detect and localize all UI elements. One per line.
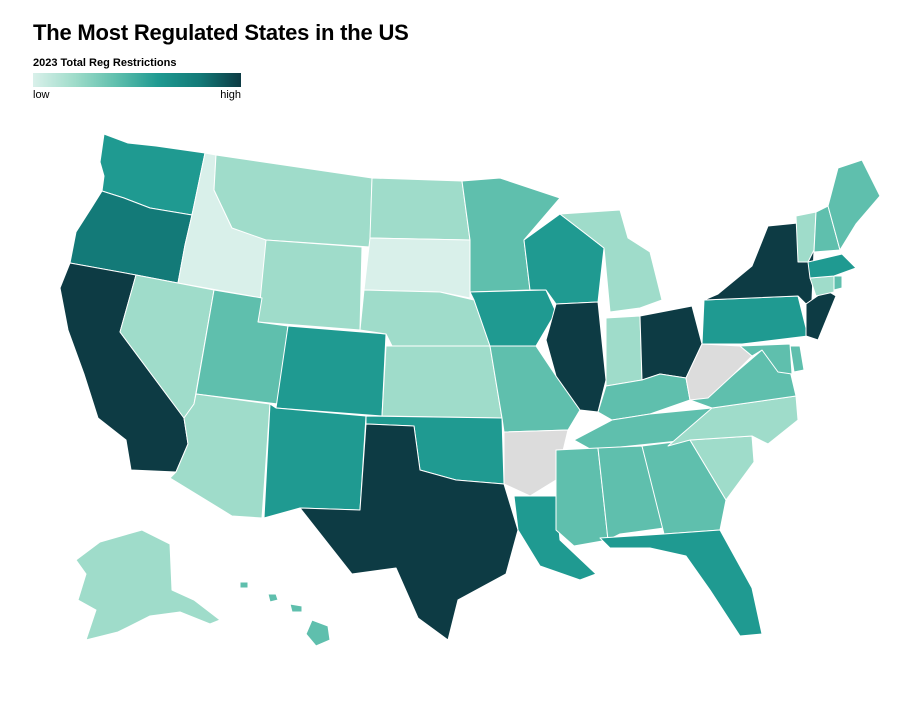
- state-mo[interactable]: [489, 345, 581, 433]
- legend-high-label: high: [220, 89, 241, 101]
- state-co[interactable]: [275, 325, 387, 417]
- state-hi-kauai[interactable]: [239, 581, 249, 589]
- state-wy[interactable]: [257, 239, 363, 331]
- state-vt[interactable]: [795, 211, 817, 263]
- legend-labels: low high: [33, 89, 241, 101]
- legend-low-label: low: [33, 89, 50, 101]
- state-fl[interactable]: [599, 529, 763, 637]
- state-pa[interactable]: [701, 295, 809, 345]
- state-nd[interactable]: [369, 177, 471, 241]
- state-nm[interactable]: [263, 403, 367, 519]
- state-de[interactable]: [789, 345, 805, 373]
- state-hi-oahu[interactable]: [267, 593, 279, 603]
- state-sd[interactable]: [363, 237, 471, 299]
- state-ak[interactable]: [75, 529, 221, 641]
- map-title: The Most Regulated States in the US: [33, 20, 409, 45]
- state-ks[interactable]: [381, 345, 503, 419]
- state-hi[interactable]: [305, 619, 331, 647]
- state-ms[interactable]: [555, 447, 609, 547]
- state-me[interactable]: [827, 159, 881, 251]
- state-il[interactable]: [545, 301, 607, 413]
- state-hi-maui[interactable]: [289, 603, 303, 613]
- state-in[interactable]: [605, 315, 643, 387]
- state-ma[interactable]: [807, 253, 857, 279]
- state-az[interactable]: [169, 393, 271, 519]
- legend-title: 2023 Total Reg Restrictions: [33, 57, 177, 69]
- state-tx[interactable]: [299, 423, 519, 641]
- legend-gradient-bar: [33, 73, 241, 87]
- state-mi[interactable]: [559, 209, 663, 313]
- state-ri[interactable]: [833, 275, 843, 291]
- state-ar[interactable]: [503, 429, 569, 497]
- state-ct[interactable]: [809, 275, 835, 297]
- state-md[interactable]: [739, 343, 793, 375]
- color-legend: 2023 Total Reg Restrictions low high: [33, 57, 241, 101]
